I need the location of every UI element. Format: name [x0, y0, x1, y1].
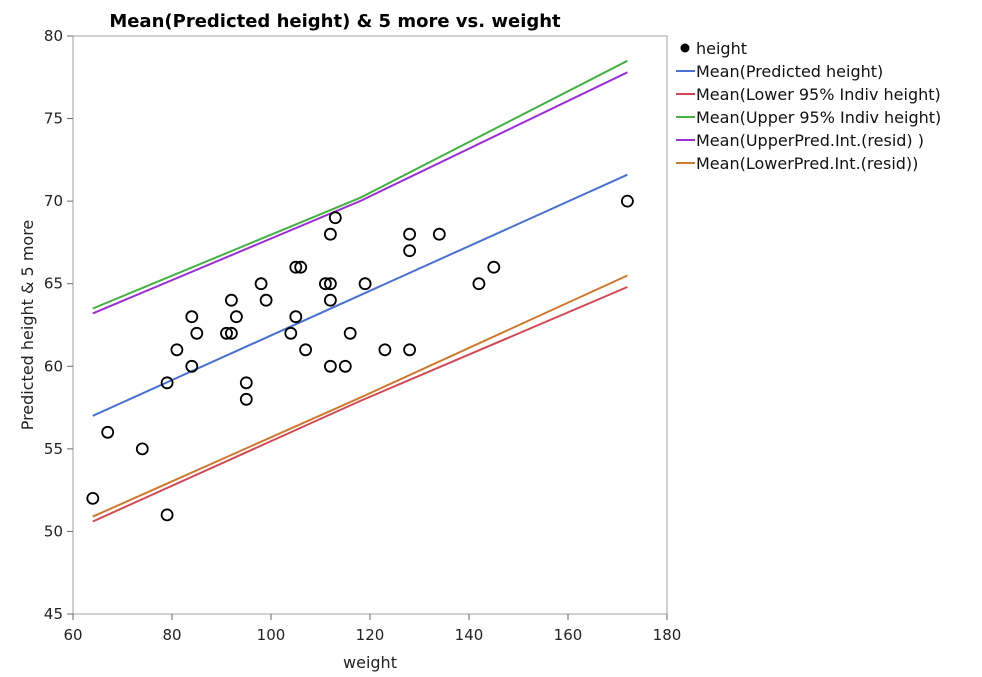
x-tick-label: 120 — [356, 626, 385, 644]
x-tick-label: 80 — [162, 626, 181, 644]
y-axis-title: Predicted height & 5 more — [18, 220, 37, 431]
y-tick-label: 70 — [44, 192, 63, 210]
x-tick-label: 100 — [257, 626, 286, 644]
legend-item[interactable]: Mean(Lower 95% Indiv height) — [676, 85, 941, 104]
data-point — [254, 277, 268, 291]
legend-label: Mean(Predicted height) — [696, 62, 883, 81]
data-point — [220, 326, 233, 340]
data-point — [229, 310, 243, 324]
legend-label: Mean(Upper 95% Indiv height) — [696, 108, 941, 127]
data-point — [378, 343, 392, 357]
data-point — [239, 392, 253, 406]
data-point — [328, 211, 342, 225]
data-point — [289, 260, 303, 274]
data-point — [224, 293, 238, 307]
data-point — [323, 227, 337, 241]
legend-label: height — [696, 39, 747, 58]
y-tick-label: 80 — [44, 27, 63, 45]
data-point — [86, 491, 100, 505]
data-point — [299, 343, 313, 357]
series-line — [92, 59, 628, 310]
data-point — [259, 293, 273, 307]
data-point — [160, 376, 174, 390]
y-tick-label: 65 — [44, 275, 63, 293]
data-point — [432, 227, 446, 241]
legend-marker — [680, 43, 690, 53]
legend-item[interactable]: Mean(LowerPred.Int.(resid)) — [676, 154, 918, 173]
series-line — [92, 274, 628, 518]
data-point — [323, 293, 337, 307]
legend-item[interactable]: Mean(Predicted height) — [676, 62, 883, 81]
series-points — [86, 194, 634, 522]
legend-label: Mean(Lower 95% Indiv height) — [696, 85, 941, 104]
x-tick-label: 60 — [63, 626, 82, 644]
legend-item[interactable]: Mean(Upper 95% Indiv height) — [676, 108, 941, 127]
data-point — [403, 227, 417, 241]
x-tick-label: 140 — [455, 626, 484, 644]
x-axis: 60 80 100 120 140 160 180 — [63, 614, 681, 644]
data-point — [224, 326, 238, 340]
series-line — [92, 71, 628, 315]
series-line — [92, 286, 628, 523]
data-point — [135, 442, 149, 456]
legend-item[interactable]: height — [680, 39, 748, 58]
y-axis: 45 50 55 60 65 70 75 80 — [44, 27, 73, 623]
data-point — [403, 244, 417, 258]
data-point — [358, 277, 372, 291]
x-tick-label: 180 — [653, 626, 682, 644]
data-point — [289, 310, 303, 324]
y-tick-label: 75 — [44, 110, 63, 128]
data-point — [284, 326, 298, 340]
data-point — [338, 359, 352, 373]
y-tick-label: 60 — [44, 357, 63, 375]
data-point — [239, 376, 253, 390]
data-point — [294, 260, 308, 274]
data-point — [101, 425, 115, 439]
legend-item[interactable]: Mean(UpperPred.Int.(resid) ) — [676, 131, 924, 150]
legend-label: Mean(UpperPred.Int.(resid) ) — [696, 131, 924, 150]
data-point — [403, 343, 417, 357]
data-point — [318, 277, 332, 291]
data-point — [487, 260, 501, 274]
data-point — [472, 277, 486, 291]
data-point — [185, 310, 199, 324]
chart-title: Mean(Predicted height) & 5 more vs. weig… — [109, 11, 561, 32]
data-point — [343, 326, 357, 340]
data-point — [323, 359, 337, 373]
y-tick-label: 45 — [44, 605, 63, 623]
y-tick-label: 50 — [44, 522, 63, 540]
data-point — [185, 359, 199, 373]
data-point — [621, 194, 634, 208]
data-point — [160, 508, 174, 522]
plot-frame — [72, 35, 668, 615]
x-axis-title: weight — [343, 653, 397, 672]
x-tick-label: 160 — [554, 626, 583, 644]
series-lines — [92, 59, 628, 523]
legend-label: Mean(LowerPred.Int.(resid)) — [696, 154, 918, 173]
series-line — [92, 173, 628, 417]
data-point — [323, 277, 337, 291]
data-point — [190, 326, 204, 340]
legend[interactable]: height Mean(Predicted height) Mean(Lower 9… — [676, 39, 941, 173]
data-point — [170, 343, 184, 357]
y-tick-label: 55 — [44, 440, 63, 458]
